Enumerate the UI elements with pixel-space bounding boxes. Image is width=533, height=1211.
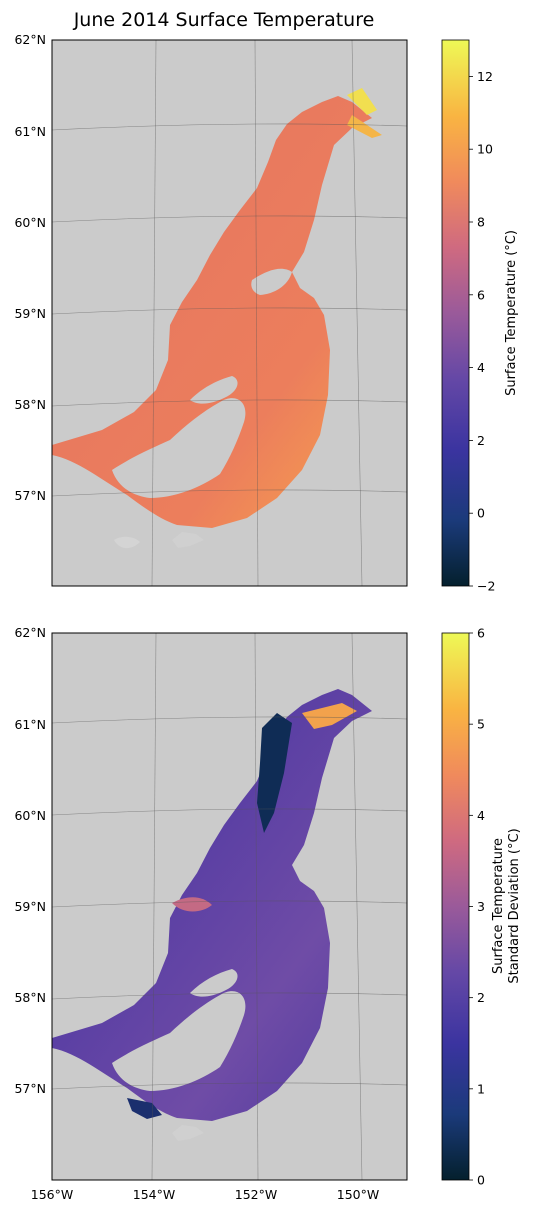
colorbar-tick-label: 3 (477, 899, 485, 914)
low-std-shelf (127, 1098, 162, 1119)
colorbar-tick-label: 6 (477, 626, 485, 641)
colorbar-tick-label: 8 (477, 215, 485, 230)
colorbar-tick-label: 0 (477, 1173, 485, 1188)
lat-label-62: 62°N (14, 625, 46, 640)
map-frame (51, 632, 408, 1181)
lat-label-57: 57°N (14, 1081, 46, 1096)
colorbar-label: Surface Temperature (°C) (504, 230, 519, 396)
colorbar-tick-label: −2 (477, 579, 495, 594)
kodiak-island (112, 398, 246, 498)
afognak-island (190, 969, 238, 997)
lat-label-58: 58°N (14, 990, 46, 1005)
high-std-upper-inlet (302, 703, 357, 729)
colorbar-label-line1: Surface Temperature (491, 838, 506, 974)
map-frame (51, 39, 408, 587)
lat-label-61: 61°N (14, 717, 46, 732)
lat-label-57: 57°N (14, 488, 46, 503)
lon-label-150: 150°W (337, 1187, 379, 1202)
colorbar-tick-label: 2 (477, 990, 485, 1005)
colorbar-ticks: 6 5 4 3 2 1 0 (469, 626, 485, 1188)
colorbar-tick-label: 4 (477, 360, 485, 375)
lat-label-59: 59°N (14, 306, 46, 321)
colorbar-gradient (441, 632, 470, 1181)
colorbar-tick-label: 0 (477, 506, 485, 521)
knik-arm-warm (347, 115, 382, 138)
lat-labels-bottom: 62°N 61°N 60°N 59°N 58°N 57°N (14, 625, 46, 1096)
graticule (52, 40, 407, 586)
colorbar-tick-label: 1 (477, 1081, 485, 1096)
figure-title: June 2014 Surface Temperature (73, 9, 375, 31)
afognak-island (190, 376, 238, 404)
lon-labels: 156°W 154°W 152°W 150°W (31, 1187, 379, 1202)
lat-label-61: 61°N (14, 124, 46, 139)
lat-label-62: 62°N (14, 32, 46, 47)
lat-labels-top: 62°N 61°N 60°N 59°N 58°N 57°N (14, 32, 46, 503)
trinity-islands (172, 1125, 204, 1141)
colorbar-tick-label: 4 (477, 808, 485, 823)
lat-label-60: 60°N (14, 808, 46, 823)
colorbar-temperature: 12 10 8 6 4 2 0 −2 Surface Temperature (°C) (441, 39, 519, 594)
turnagain-arm-warm (347, 88, 377, 115)
trinity-islands (172, 532, 204, 548)
colorbar-tick-label: 2 (477, 433, 485, 448)
lon-label-152: 152°W (235, 1187, 277, 1202)
lat-label-58: 58°N (14, 397, 46, 412)
lat-label-60: 60°N (14, 215, 46, 230)
colorbar-label-line2: Standard Deviation (°C) (507, 828, 522, 983)
colorbar-std-deviation: 6 5 4 3 2 1 0 Surface Temperature Standard Dev… (441, 626, 522, 1188)
graticule (52, 633, 407, 1180)
colorbar-gradient (441, 39, 470, 587)
colorbar-tick-label: 12 (477, 69, 493, 84)
high-std-patch (172, 897, 212, 912)
map-panel-std-deviation (51, 632, 408, 1181)
colorbar-ticks: 12 10 8 6 4 2 0 −2 (469, 69, 495, 594)
low-std-channel (257, 713, 292, 833)
lat-label-59: 59°N (14, 899, 46, 914)
colorbar-tick-label: 10 (477, 142, 493, 157)
lon-label-154: 154°W (133, 1187, 175, 1202)
lon-label-156: 156°W (31, 1187, 73, 1202)
kodiak-island (112, 991, 246, 1091)
map-panel-temperature (51, 39, 408, 587)
temperature-field (52, 96, 372, 528)
colorbar-tick-label: 5 (477, 717, 485, 732)
chirikof-island (114, 536, 140, 549)
colorbar-tick-label: 6 (477, 287, 485, 302)
kenai-peninsula-point (251, 268, 292, 295)
